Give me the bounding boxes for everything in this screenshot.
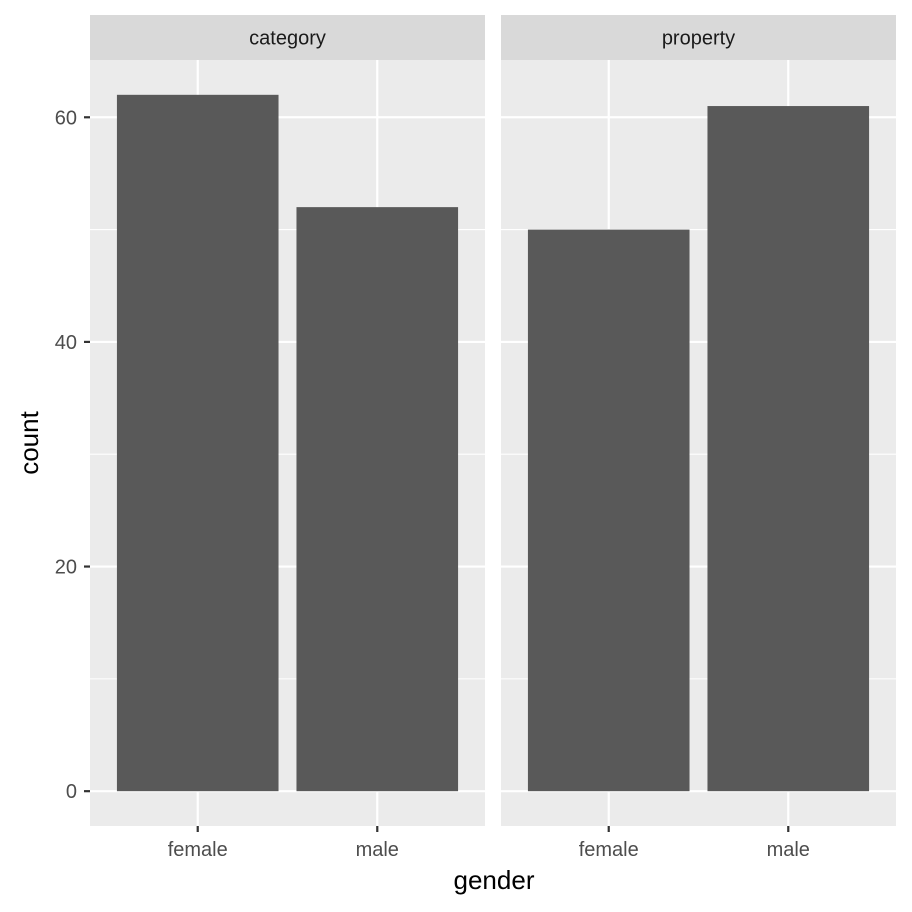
bar-property-female [527,229,690,792]
panel-property: female male property [501,15,896,861]
y-axis-title: count [14,410,44,474]
panel-category: female male category [90,15,485,861]
facet-strip-label: property [662,28,735,50]
facet-strip [90,15,485,60]
bar-category-female [116,94,279,792]
y-tick-label: 40 [55,332,77,354]
x-tick-label: female [579,839,639,861]
y-tick-label: 60 [55,107,77,129]
y-tick-label: 20 [55,557,77,579]
facet-strip-label: category [249,28,326,50]
y-axis: 0 20 40 60 [55,107,90,803]
bar-category-male [296,207,459,792]
facet-strip [501,15,896,60]
panels: female male category female male property [90,15,896,861]
x-tick-label: female [168,839,228,861]
x-tick-label: male [767,839,810,861]
x-axis-title: gender [454,865,535,895]
x-tick-label: male [356,839,399,861]
y-tick-label: 0 [66,781,77,803]
bar-property-male [707,106,870,792]
